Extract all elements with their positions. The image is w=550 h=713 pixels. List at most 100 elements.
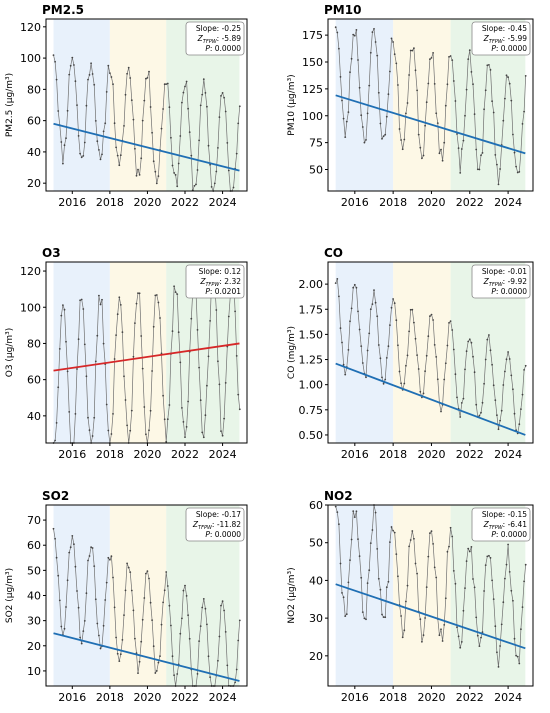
series-point (338, 523, 340, 526)
series-point (145, 77, 147, 80)
series-point (400, 615, 402, 617)
series-point (381, 376, 383, 379)
x-tick-label: 2020 (133, 196, 161, 209)
series-point (381, 613, 383, 616)
series-point (62, 304, 64, 306)
series-point (413, 537, 415, 540)
series-point (438, 634, 441, 637)
series-point (138, 174, 141, 176)
x-tick-label: 2024 (209, 691, 237, 704)
series-point (510, 589, 513, 592)
series-point (486, 338, 489, 341)
series-point (173, 172, 176, 174)
series-point (76, 104, 78, 106)
chart-panel-o3: 2016 2018 2020 2022 2024 40 60 80 100 120 O3 (μg/m… (5, 246, 248, 461)
series-point (499, 645, 501, 647)
series-point (475, 403, 478, 406)
series-point (132, 118, 135, 121)
y-tick-label: 120 (20, 265, 41, 278)
stats-z: ZTFPW: -9.92 (483, 277, 528, 288)
series-point (465, 560, 468, 562)
series-point (376, 548, 379, 550)
series-point (417, 368, 420, 370)
period-band (53, 262, 110, 443)
series-point (435, 576, 438, 579)
y-axis-label: PM2.5 (μg/m³) (5, 73, 15, 137)
stats-z-subscript: TFPW (205, 282, 220, 288)
series-point (207, 655, 210, 658)
series-point (185, 80, 188, 83)
stats-p-symbol: P (205, 530, 210, 539)
series-point (165, 571, 168, 573)
series-point (460, 641, 463, 643)
series-point (146, 570, 149, 572)
series-point (444, 362, 447, 365)
series-point (76, 590, 78, 592)
series-point (55, 78, 58, 81)
series-point (176, 293, 179, 295)
series-point (235, 355, 238, 357)
series-point (390, 306, 393, 309)
series-point (419, 146, 422, 149)
series-point (210, 186, 213, 188)
series-point (155, 294, 158, 296)
y-tick-label: 40 (27, 410, 41, 423)
series-point (350, 57, 353, 60)
x-tick-label: 2016 (341, 448, 369, 461)
series-point (361, 611, 364, 613)
series-point (444, 104, 447, 107)
series-point (73, 64, 75, 66)
series-point (524, 364, 527, 367)
series-point (424, 124, 426, 127)
period-band (53, 19, 110, 191)
trend-line (53, 632, 240, 682)
series-point (492, 598, 495, 600)
series-point (468, 338, 471, 341)
series-point (113, 606, 116, 609)
stats-z: ZTFPW: 2.32 (199, 277, 241, 288)
series-point (66, 109, 69, 112)
series-point (392, 529, 394, 532)
series-point (473, 586, 476, 589)
series-point (129, 77, 132, 79)
series-point (462, 609, 465, 612)
series-point (162, 601, 165, 604)
series-point (130, 589, 133, 592)
series-point (480, 636, 482, 639)
series-point (449, 55, 452, 57)
series-point (360, 114, 363, 117)
series-point (105, 91, 108, 93)
series-point (79, 636, 81, 639)
series-point (82, 630, 85, 632)
chart-title: O3 (42, 246, 61, 260)
series-point (491, 579, 493, 582)
stats-z-value: : -6.41 (503, 520, 528, 529)
series-point (209, 163, 212, 166)
series-point (132, 609, 135, 612)
series-point (462, 397, 465, 400)
series-point (411, 530, 414, 532)
series-point (516, 655, 519, 658)
y-tick-label: 60 (309, 499, 323, 512)
series-point (409, 49, 412, 52)
series-point (360, 576, 363, 579)
series-point (366, 349, 369, 352)
stats-z-symbol: Z (483, 520, 490, 529)
series-point (352, 286, 355, 289)
series-point (85, 104, 88, 107)
series-point (433, 344, 436, 346)
period-band (335, 505, 394, 686)
series-point (173, 674, 176, 677)
series-point (460, 402, 463, 404)
series-point (342, 363, 345, 366)
y-tick-label: 80 (27, 83, 41, 96)
stats-p: P: 0.0000 (491, 44, 527, 53)
stats-box (471, 21, 531, 56)
series-point (83, 141, 86, 144)
series-point (91, 435, 94, 437)
stats-p-value: : 0.0000 (496, 44, 527, 53)
series-point (405, 364, 407, 367)
series-point (518, 171, 521, 173)
x-tick-label: 2024 (209, 448, 237, 461)
series-point (382, 135, 385, 138)
